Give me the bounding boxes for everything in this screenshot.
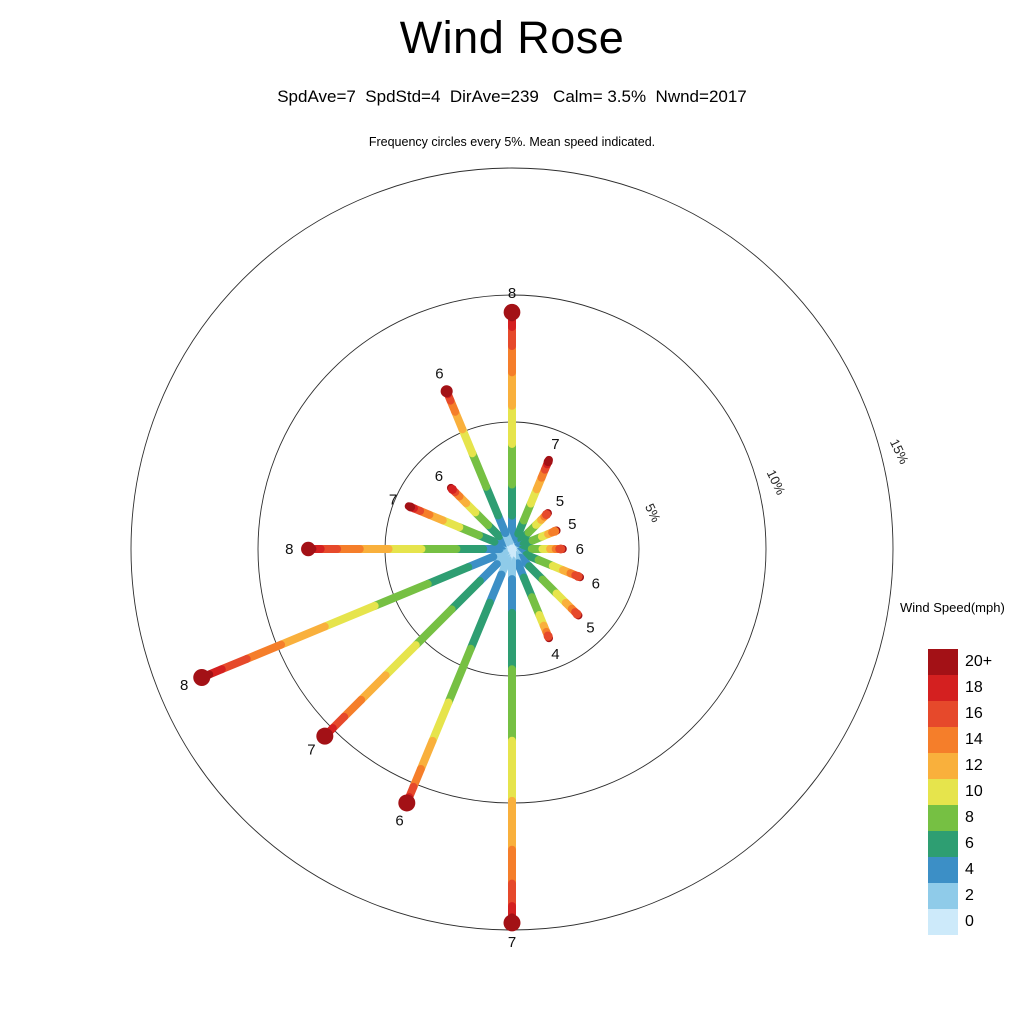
spoke-segment-WSW <box>277 622 329 649</box>
legend-label: 18 <box>965 679 983 696</box>
spoke-segment-SSW <box>428 698 453 745</box>
spoke-segment-SW <box>357 671 390 704</box>
legend-entries: 20+ 18 16 14 12 10 8 6 4 2 0 <box>928 649 1024 935</box>
spoke-tip-W <box>301 541 316 557</box>
legend-label: 6 <box>965 835 974 852</box>
legend-label: 10 <box>965 783 983 800</box>
legend-label: 14 <box>965 731 983 748</box>
legend-swatch <box>928 675 958 701</box>
spoke-mean-speed-label-E: 6 <box>576 541 584 558</box>
spoke-segment-SSW <box>485 570 506 607</box>
spoke-segment-SW <box>381 641 420 680</box>
spoke-segment-WSW <box>217 654 251 674</box>
spoke-segment-NNW <box>482 482 503 520</box>
legend-item: 8 <box>928 805 1024 831</box>
legend-item: 12 <box>928 753 1024 779</box>
spoke-mean-speed-label-WSW: 8 <box>180 677 188 694</box>
spoke-segment-SSW <box>466 598 494 653</box>
legend-label: 0 <box>965 913 974 930</box>
spoke-mean-speed-label-ESE: 6 <box>592 576 600 593</box>
legend-swatch <box>928 649 958 675</box>
legend-label: 12 <box>965 757 983 774</box>
legend-swatch <box>928 909 958 935</box>
spoke-mean-speed-label-N: 8 <box>508 285 516 302</box>
legend-item: 6 <box>928 831 1024 857</box>
wind-speed-legend: Wind Speed(mph) 20+ 18 16 14 12 10 8 6 4 2 0 <box>900 600 1024 935</box>
legend-label: 16 <box>965 705 983 722</box>
legend-item: 18 <box>928 675 1024 701</box>
legend-swatch <box>928 805 958 831</box>
legend-swatch <box>928 701 958 727</box>
legend-swatch <box>928 779 958 805</box>
legend-swatch <box>928 883 958 909</box>
spoke-segment-WSW <box>464 552 498 572</box>
spoke-mean-speed-label-NW: 6 <box>435 468 443 485</box>
spoke-mean-speed-label-SSW: 6 <box>395 812 403 829</box>
legend-label: 8 <box>965 809 974 826</box>
spoke-mean-speed-label-S: 7 <box>508 934 516 951</box>
spoke-segment-WSW <box>370 579 432 610</box>
spoke-mean-speed-label-W: 8 <box>285 541 293 558</box>
ring-label-15%: 15% <box>887 436 912 466</box>
spoke-tip-SE <box>572 609 582 619</box>
legend-swatch <box>928 857 958 883</box>
spoke-mean-speed-label-SE: 5 <box>586 619 594 636</box>
legend-item: 20+ <box>928 649 1024 675</box>
legend-item: 4 <box>928 857 1024 883</box>
legend-label: 4 <box>965 861 974 878</box>
spoke-tip-SSE <box>543 631 553 641</box>
spoke-segment-WSW <box>242 640 286 663</box>
spoke-tip-WNW <box>406 502 416 512</box>
spoke-tip-N <box>503 303 521 321</box>
legend-item: 16 <box>928 701 1024 727</box>
page-title: Wind Rose <box>399 12 625 63</box>
legend-item: 14 <box>928 727 1024 753</box>
stats-line: SpdAve=7 SpdStd=4 DirAve=239 Calm= 3.5% … <box>277 87 747 106</box>
spoke-mean-speed-label-NNW: 6 <box>435 366 443 383</box>
spoke-segment-WSW <box>423 563 473 588</box>
spoke-mean-speed-label-NE: 5 <box>556 493 564 510</box>
spoke-tip-NNW <box>440 385 453 398</box>
spoke-mean-speed-label-SW: 7 <box>307 742 315 759</box>
legend-label: 2 <box>965 887 974 904</box>
spoke-tip-S <box>503 914 521 932</box>
legend-title: Wind Speed(mph) <box>900 600 1005 615</box>
spoke-tip-NW <box>447 484 457 494</box>
spoke-mean-speed-label-ENE: 5 <box>568 516 576 533</box>
legend-item: 10 <box>928 779 1024 805</box>
legend-swatch <box>928 831 958 857</box>
spoke-tip-SW <box>316 727 334 745</box>
spoke-mean-speed-label-WNW: 7 <box>389 492 397 509</box>
spoke-tip-WSW <box>193 669 211 687</box>
legend-item: 0 <box>928 909 1024 935</box>
spoke-tip-E <box>556 544 566 554</box>
spoke-tip-ESE <box>573 571 583 581</box>
legend-swatch <box>928 727 958 753</box>
chart-note: Frequency circles every 5%. Mean speed i… <box>368 135 656 149</box>
calm-center <box>507 544 517 554</box>
spoke-segment-WSW <box>320 601 379 631</box>
spoke-segment-SW <box>475 560 501 586</box>
ring-label-5%: 5% <box>642 501 664 525</box>
spoke-segment-SW <box>340 695 366 721</box>
spoke-mean-speed-label-NNE: 7 <box>551 436 559 453</box>
spoke-segment-SW <box>411 605 456 650</box>
spoke-tip-ENE <box>550 526 560 536</box>
legend-swatch <box>928 753 958 779</box>
spoke-tip-SSW <box>398 794 416 812</box>
legend-label: 20+ <box>965 653 993 670</box>
spoke-tip-NE <box>542 509 552 519</box>
ring-label-10%: 10% <box>764 467 789 497</box>
spoke-segment-SW <box>447 577 484 614</box>
spoke-tip-NNE <box>543 457 553 467</box>
spoke-segment-SSW <box>444 644 475 707</box>
spoke-segment-NNW <box>458 425 477 458</box>
spoke-segment-SSW <box>416 736 437 773</box>
spoke-mean-speed-label-SSE: 4 <box>551 646 559 663</box>
legend-item: 2 <box>928 883 1024 909</box>
spoke-segment-NNW <box>468 449 491 491</box>
